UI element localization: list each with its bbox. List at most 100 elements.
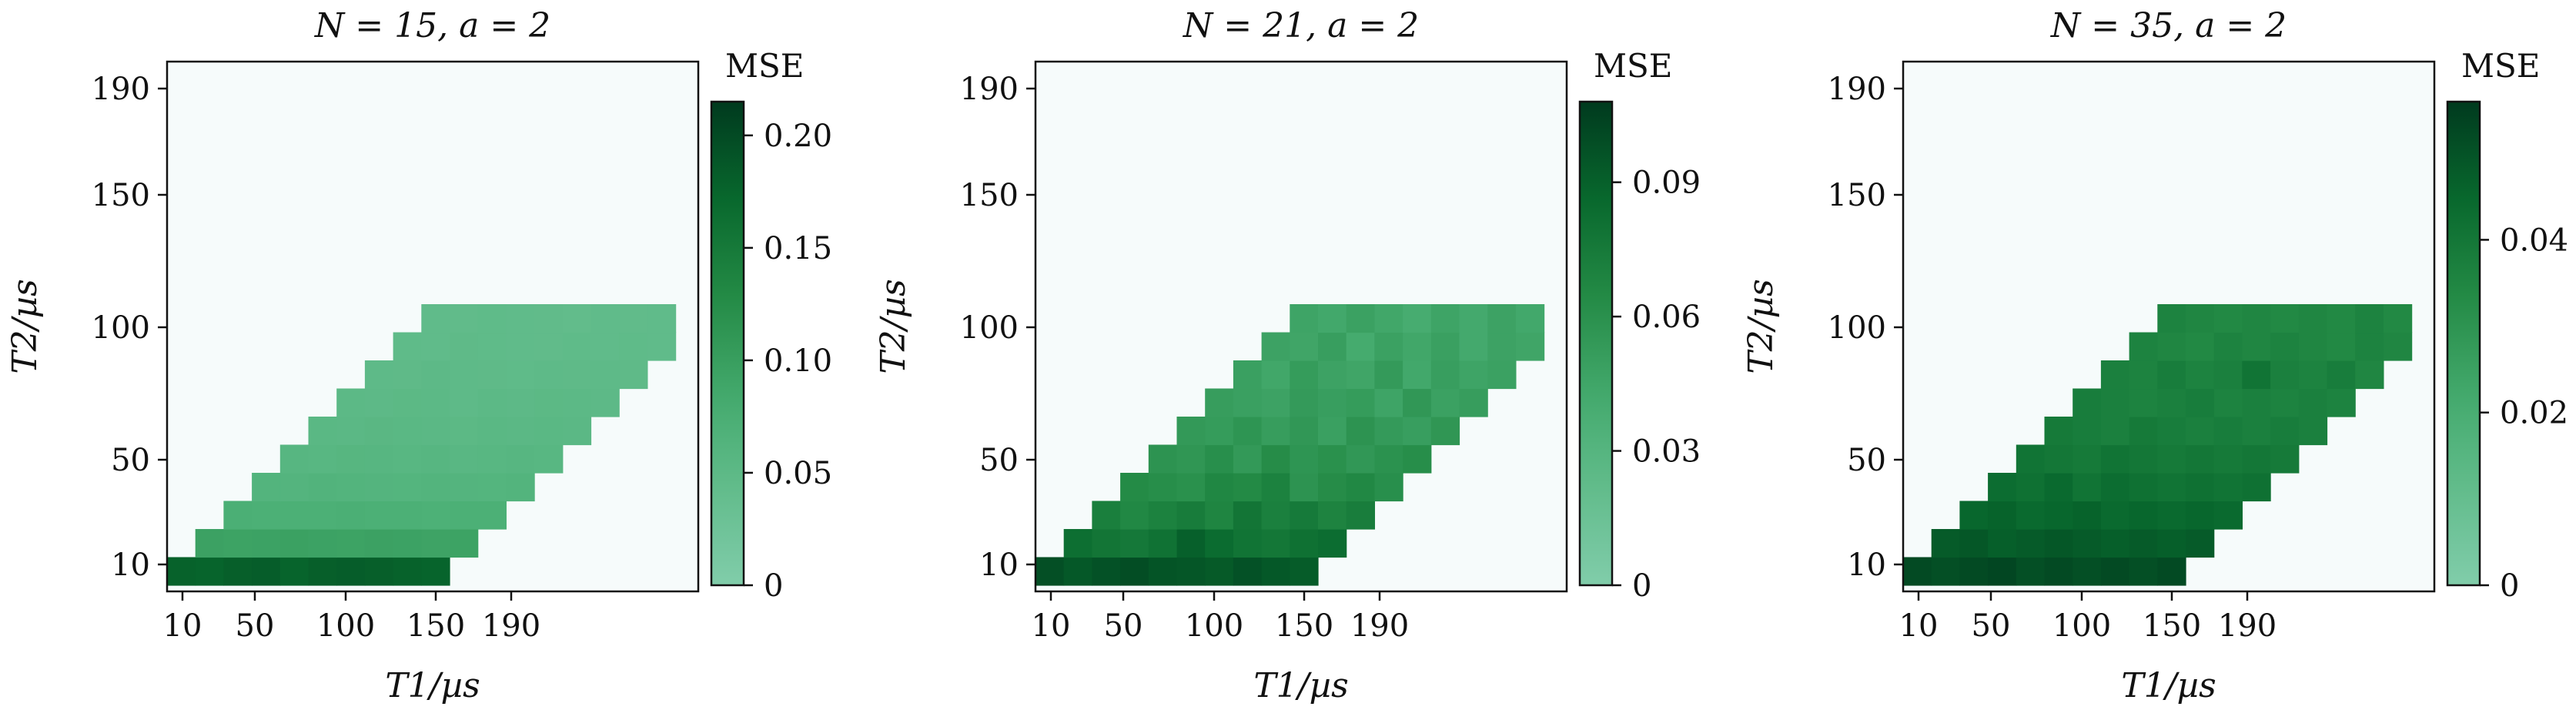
heatmap-cell — [1515, 332, 1545, 361]
heatmap-cell — [2100, 473, 2130, 502]
heatmap-cell — [2242, 473, 2271, 502]
y-tick-label: 150 — [92, 178, 150, 213]
heatmap-cell — [1120, 557, 1149, 586]
heatmap-cell — [1120, 501, 1149, 530]
heatmap-cell — [1403, 360, 1432, 390]
heatmap-cell — [2186, 388, 2215, 417]
heatmap-cell — [2157, 473, 2186, 502]
heatmap-cell — [450, 304, 479, 333]
heatmap-cell — [1346, 388, 1375, 417]
heatmap-cell — [1346, 417, 1375, 446]
heatmap-cell — [562, 304, 592, 333]
heatmap-cell — [1318, 332, 1347, 361]
heatmap-cell — [2129, 417, 2158, 446]
heatmap-cell — [1988, 557, 2017, 586]
heatmap-cell — [1148, 444, 1178, 474]
heatmap-cell — [2327, 360, 2356, 390]
heatmap-cell — [477, 360, 507, 390]
heatmap-cell — [252, 501, 281, 530]
heatmap-cell — [223, 529, 253, 558]
heatmap-cell — [421, 501, 450, 530]
heatmap-cell — [2383, 304, 2413, 333]
heatmap-cell — [2073, 557, 2102, 586]
heatmap-cell — [308, 557, 337, 586]
heatmap-cell — [308, 529, 337, 558]
heatmap-cell — [364, 360, 394, 390]
heatmap-cell — [279, 557, 309, 586]
heatmap-cell — [506, 417, 535, 446]
heatmap-cell — [2327, 332, 2356, 361]
heatmap-cell — [1346, 304, 1375, 333]
heatmap-cell — [2298, 304, 2328, 333]
heatmap-cell — [1459, 388, 1488, 417]
heatmap-cell — [2213, 388, 2243, 417]
colorbar-tick-label: 0.03 — [1632, 434, 1701, 470]
heatmap-cell — [2242, 388, 2271, 417]
heatmap-cell — [2044, 529, 2073, 558]
heatmap-cell — [2100, 388, 2130, 417]
heatmap-cell — [1318, 360, 1347, 390]
heatmap-cell — [1205, 473, 1234, 502]
heatmap-cell — [2213, 444, 2243, 474]
heatmap-cell — [2298, 388, 2328, 417]
heatmap-cell — [2186, 332, 2215, 361]
heatmap-cell — [506, 444, 535, 474]
heatmap-cell — [1233, 360, 1263, 390]
x-tick-label: 150 — [2143, 608, 2201, 644]
heatmap-cell — [477, 501, 507, 530]
heatmap-cell — [2383, 332, 2413, 361]
heatmap-cell — [450, 444, 479, 474]
heatmap-cell — [364, 388, 394, 417]
heatmap-cell — [364, 557, 394, 586]
heatmap-cell — [1035, 557, 1065, 586]
heatmap-cell — [252, 557, 281, 586]
heatmap-cell — [2016, 473, 2046, 502]
heatmap-cell — [1148, 557, 1178, 586]
heatmap-cell — [2044, 444, 2073, 474]
heatmap-cell — [477, 473, 507, 502]
colorbar-tick-label: 0.20 — [764, 119, 832, 154]
colorbar-tick-label: 0 — [764, 568, 783, 604]
heatmap-cell — [421, 360, 450, 390]
y-tick-label: 10 — [111, 548, 150, 583]
heatmap-cell — [1430, 304, 1460, 333]
x-tick-label: 150 — [406, 608, 465, 644]
heatmap-cell — [2073, 473, 2102, 502]
heatmap-cell — [647, 304, 677, 333]
heatmap-cell — [1931, 529, 1960, 558]
heatmap-cell — [1233, 417, 1263, 446]
heatmap-cell — [534, 417, 564, 446]
heatmap-cell — [2100, 360, 2130, 390]
y-tick-label: 190 — [92, 72, 150, 107]
heatmap-cell — [506, 473, 535, 502]
heatmap-cell — [421, 417, 450, 446]
heatmap-cell — [393, 529, 422, 558]
heatmap-cell — [2157, 360, 2186, 390]
heatmap-cell — [1205, 529, 1234, 558]
heatmap-cell — [393, 501, 422, 530]
y-tick-label: 150 — [960, 178, 1019, 213]
heatmap-cell — [1318, 529, 1347, 558]
heatmap-cell — [2242, 360, 2271, 390]
heatmap-cell — [421, 444, 450, 474]
heatmap-cell — [2327, 304, 2356, 333]
heatmap-cell — [2270, 417, 2300, 446]
y-axis-label: T2/µs — [874, 279, 913, 373]
heatmap-cell — [1374, 388, 1403, 417]
heatmap-cell — [1176, 473, 1206, 502]
heatmap-cell — [1959, 501, 1989, 530]
heatmap-cell — [2213, 332, 2243, 361]
colorbar-tick-label: 0.10 — [764, 343, 832, 379]
heatmap-cell — [477, 332, 507, 361]
heatmap-cell — [2157, 332, 2186, 361]
heatmap-cell — [506, 360, 535, 390]
heatmap-cell — [1346, 360, 1375, 390]
heatmap-cell — [1261, 501, 1290, 530]
x-tick-label: 10 — [163, 608, 202, 644]
heatmap-cell — [1261, 557, 1290, 586]
heatmap-cell — [1290, 529, 1319, 558]
heatmap-cell — [2355, 304, 2384, 333]
heatmap-cell — [2242, 444, 2271, 474]
y-tick-label: 50 — [1847, 443, 1886, 478]
colorbar-tick-label: 0.15 — [764, 231, 832, 266]
